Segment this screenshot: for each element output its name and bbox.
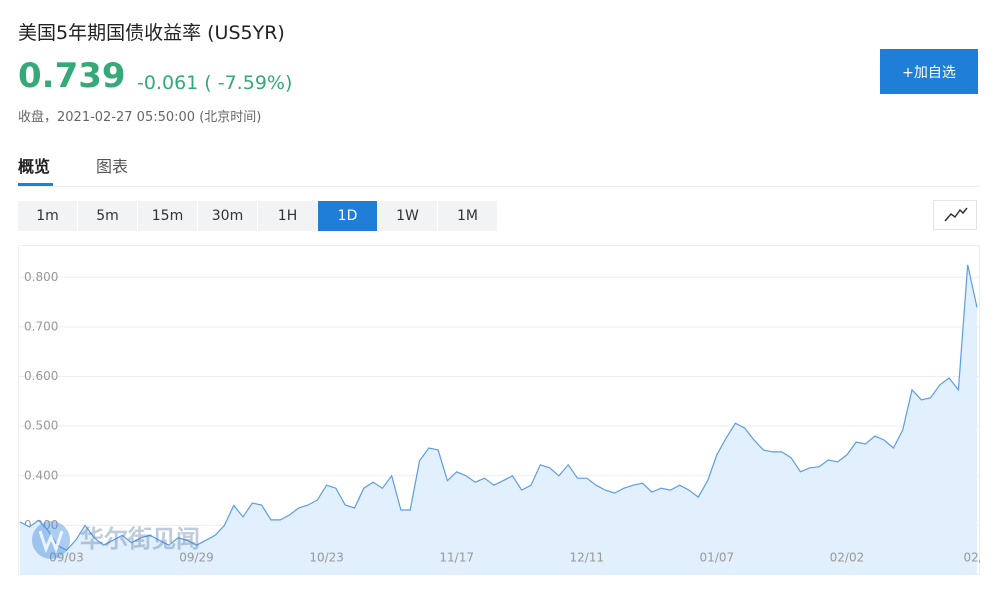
y-tick-label: 0.400 xyxy=(24,468,58,482)
x-tick-label: 02/2 xyxy=(964,551,980,565)
close-time: 收盘，2021-02-27 05:50:00 (北京时间) xyxy=(18,110,262,125)
title: 美国5年期国债收益率 (US5YR) xyxy=(18,22,285,44)
x-tick-label: 12/11 xyxy=(569,551,604,565)
y-tick-label: 0.600 xyxy=(24,369,58,383)
interval-button[interactable]: 1H xyxy=(258,201,317,231)
x-tick-label: 11/17 xyxy=(439,551,474,565)
x-tick-label: 01/07 xyxy=(700,551,735,565)
line xyxy=(19,264,978,551)
line-icon xyxy=(944,207,968,222)
x-tick-label: 09/03 xyxy=(49,551,84,565)
interval-button[interactable]: 1M xyxy=(438,201,497,231)
chart: 0.3000.4000.5000.6000.7000.80009/0309/29… xyxy=(18,245,980,575)
x-tick-label: 09/29 xyxy=(179,551,214,565)
interval-button[interactable]: 5m xyxy=(78,201,137,231)
interval-button[interactable]: 1D xyxy=(318,201,377,231)
tab[interactable]: 图表 xyxy=(96,157,129,176)
divider xyxy=(18,186,980,187)
interval-button[interactable]: 15m xyxy=(138,201,197,231)
y-tick-label: 0.500 xyxy=(24,419,58,433)
chart-type-button[interactable] xyxy=(933,200,977,230)
interval-button[interactable]: 30m xyxy=(198,201,257,231)
tab-underline xyxy=(18,183,53,186)
area-fill xyxy=(20,264,977,575)
price: 0.739 xyxy=(18,56,126,96)
watermark-logo-mark xyxy=(38,530,64,554)
tab[interactable]: 概览 xyxy=(18,157,51,176)
interval-button[interactable]: 1W xyxy=(378,201,437,231)
watchlist-button[interactable]: +加自选 xyxy=(880,49,978,94)
interval-button[interactable]: 1m xyxy=(18,201,77,231)
y-tick-label: 0.800 xyxy=(24,270,58,284)
x-tick-label: 02/02 xyxy=(830,551,865,565)
x-tick-label: 10/23 xyxy=(309,551,344,565)
y-tick-label: 0.700 xyxy=(24,319,58,333)
watermark: 华尔街见闻 xyxy=(80,525,200,553)
price-change: -0.061 ( -7.59%) xyxy=(137,72,293,94)
